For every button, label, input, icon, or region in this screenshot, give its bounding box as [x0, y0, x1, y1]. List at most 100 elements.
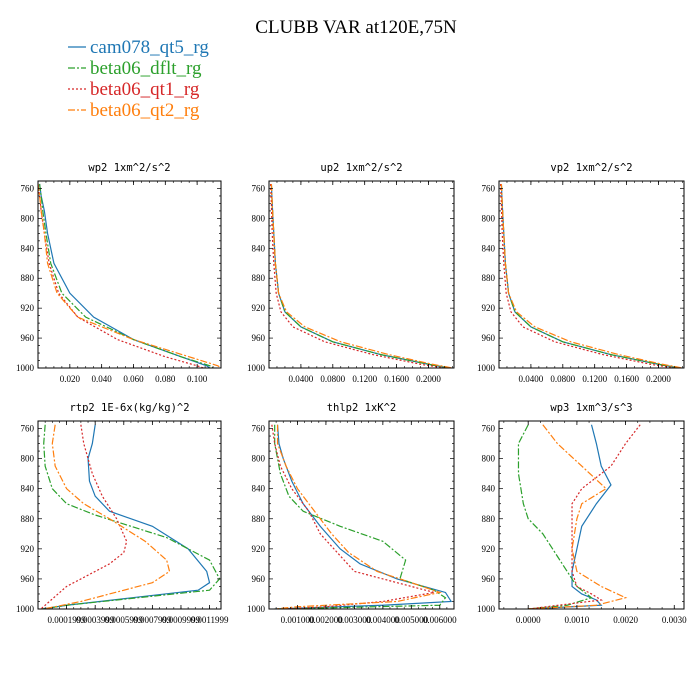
- x-tick-label: 0.005000: [394, 615, 428, 625]
- y-tick-label: 880: [252, 273, 266, 283]
- y-tick-label: 960: [252, 574, 266, 584]
- x-tick-label: 0.1200: [582, 374, 607, 384]
- series-line: [42, 424, 211, 609]
- y-tick-label: 960: [482, 574, 496, 584]
- series-line: [500, 183, 679, 368]
- x-tick-label: 0.2000: [416, 374, 441, 384]
- panel-title: wp3 1xm^3/s^3: [550, 402, 632, 414]
- y-tick-label: 880: [482, 273, 496, 283]
- figure-title: CLUBB VAR at120E,75N: [255, 17, 457, 38]
- x-tick-label: 0.0001999: [47, 615, 86, 625]
- y-tick-label: 840: [21, 484, 35, 494]
- plot-frame: [498, 420, 685, 610]
- legend-label: beta06_dflt_rg: [90, 58, 202, 79]
- y-tick-label: 920: [21, 544, 35, 554]
- series-line: [517, 424, 593, 609]
- y-tick-label: 840: [252, 484, 266, 494]
- y-tick-label: 840: [21, 243, 35, 253]
- series-line: [500, 183, 683, 368]
- series-line: [38, 183, 221, 368]
- x-tick-label: 0.003000: [338, 615, 372, 625]
- y-tick-label: 760: [252, 424, 266, 434]
- series-line: [270, 183, 449, 368]
- x-tick-label: 0.0010: [565, 615, 590, 625]
- y-tick-label: 960: [21, 574, 35, 584]
- series-line: [270, 183, 450, 368]
- y-tick-label: 1000: [16, 363, 35, 373]
- y-tick-label: 960: [21, 333, 35, 343]
- x-tick-label: 0.0000: [516, 615, 541, 625]
- y-tick-label: 880: [21, 514, 35, 524]
- y-tick-label: 760: [21, 424, 35, 434]
- x-tick-label: 0.1600: [384, 374, 409, 384]
- x-tick-label: 0.020: [60, 374, 81, 384]
- y-tick-label: 1000: [16, 604, 35, 614]
- series-line: [528, 424, 628, 609]
- chart-panel: up2 1xm^2/s^2 760 800 840 880 920 960 1000 0.040…: [247, 162, 455, 384]
- y-tick-label: 800: [21, 454, 35, 464]
- series-line: [500, 183, 680, 368]
- panels: wp2 1xm^2/s^2 760 800 840 880 920 960 1000 0.020…: [16, 162, 687, 625]
- y-tick-label: 960: [252, 333, 266, 343]
- legend-label: beta06_qt1_rg: [90, 79, 200, 100]
- y-tick-label: 840: [482, 484, 496, 494]
- y-tick-label: 840: [482, 243, 496, 253]
- x-tick-label: 0.0011999: [191, 615, 229, 625]
- x-tick-label: 0.080: [155, 374, 176, 384]
- y-tick-label: 960: [482, 333, 496, 343]
- series-line: [270, 183, 453, 368]
- x-tick-label: 0.100: [187, 374, 208, 384]
- plot-frame: [268, 420, 455, 610]
- y-tick-label: 800: [252, 454, 266, 464]
- plot-frame: [37, 420, 222, 610]
- panel-title: thlp2 1xK^2: [327, 402, 397, 414]
- y-tick-label: 760: [482, 424, 496, 434]
- series-line: [38, 183, 214, 368]
- y-tick-label: 760: [21, 183, 35, 193]
- y-tick-label: 760: [482, 183, 496, 193]
- series-line: [499, 183, 675, 368]
- series-line: [274, 424, 453, 609]
- x-tick-label: 0.0007999: [133, 615, 172, 625]
- series-line: [38, 183, 211, 368]
- y-tick-label: 920: [482, 544, 496, 554]
- legend-label: beta06_qt2_rg: [90, 100, 200, 121]
- chart-panel: wp3 1xm^3/s^3 760 800 840 880 920 960 1000 0.000…: [477, 402, 687, 625]
- y-tick-label: 880: [21, 273, 35, 283]
- x-tick-label: 0.040: [92, 374, 113, 384]
- series-line: [528, 424, 612, 609]
- series-line: [274, 424, 443, 609]
- y-tick-label: 1000: [477, 604, 496, 614]
- x-tick-label: 0.060: [123, 374, 144, 384]
- series-line: [269, 183, 445, 368]
- series-line: [38, 183, 204, 368]
- y-tick-label: 800: [482, 454, 496, 464]
- x-tick-label: 0.0400: [289, 374, 314, 384]
- y-tick-label: 880: [252, 514, 266, 524]
- x-tick-label: 0.0030: [662, 615, 687, 625]
- x-tick-label: 0.001000: [281, 615, 315, 625]
- chart-panel: thlp2 1xK^2 760 800 840 880 920 960 1000 0.00100…: [247, 402, 457, 625]
- plot-frame: [37, 180, 222, 369]
- y-tick-label: 1000: [247, 604, 266, 614]
- series-line: [43, 424, 171, 609]
- x-tick-label: 0.0003999: [76, 615, 115, 625]
- x-tick-label: 0.0400: [519, 374, 544, 384]
- series-line: [42, 424, 221, 609]
- x-tick-label: 0.2000: [646, 374, 671, 384]
- y-tick-label: 880: [482, 514, 496, 524]
- series-line: [271, 424, 435, 609]
- y-tick-label: 800: [252, 213, 266, 223]
- panel-title: wp2 1xm^2/s^2: [88, 162, 170, 174]
- x-tick-label: 0.0009999: [162, 615, 201, 625]
- plot-frame: [268, 180, 455, 369]
- x-tick-label: 0.0005999: [105, 615, 144, 625]
- chart-panel: vp2 1xm^2/s^2 760 800 840 880 920 960 1000 0.040…: [477, 162, 685, 384]
- y-tick-label: 760: [252, 183, 266, 193]
- y-tick-label: 1000: [247, 363, 266, 373]
- series-line: [528, 424, 641, 609]
- chart-panel: rtp2 1E-6x(kg/kg)^2 760 800 840 880 920 960 100…: [16, 402, 229, 625]
- x-tick-label: 0.006000: [423, 615, 457, 625]
- panel-title: rtp2 1E-6x(kg/kg)^2: [69, 402, 189, 414]
